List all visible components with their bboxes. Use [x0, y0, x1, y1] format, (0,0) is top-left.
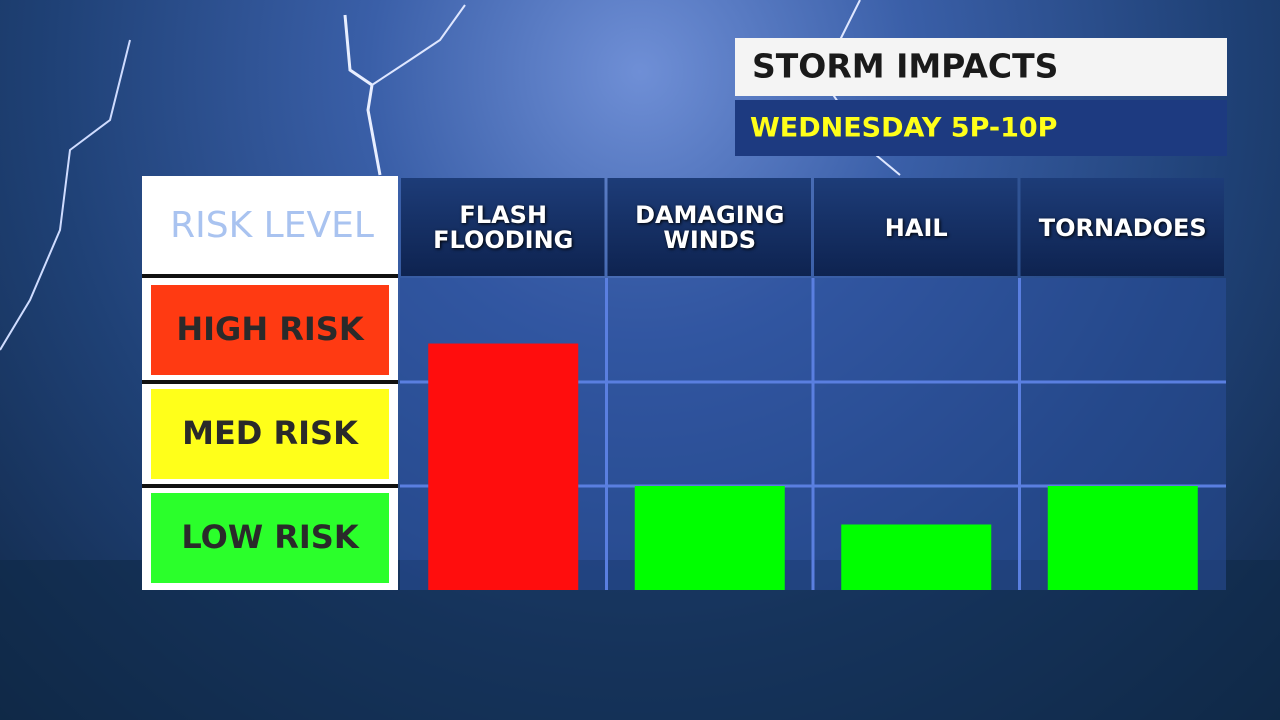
risk-level-box	[151, 285, 389, 375]
bar	[634, 486, 785, 590]
label-text: TORNADOES	[1038, 213, 1207, 242]
x-tick-label: FLASH FLOODING	[400, 180, 607, 276]
separator	[142, 274, 398, 278]
category-header	[607, 178, 811, 276]
y-tick-label: LOW RISK	[181, 518, 359, 556]
x-tick-label: DAMAGING WINDS	[607, 180, 814, 276]
category-header	[401, 178, 605, 276]
lightning	[0, 39, 131, 351]
lightning	[343, 14, 382, 176]
subtitle: WEDNESDAY 5P-10P	[750, 113, 1057, 144]
y-axis-label: RISK LEVEL	[170, 205, 374, 246]
y-tick-label: MED RISK	[182, 414, 359, 452]
label-text: HAIL	[884, 213, 948, 242]
subtitle-box	[735, 100, 1227, 156]
x-tick-label: TORNADOES	[1020, 180, 1227, 276]
lightning	[371, 4, 466, 86]
separator	[142, 484, 398, 488]
category-header	[814, 178, 1018, 276]
x-tick-label: HAIL	[813, 180, 1020, 276]
bar	[428, 343, 579, 590]
category-header	[1020, 178, 1224, 276]
risk-level-box	[151, 493, 389, 583]
title-box	[735, 38, 1227, 96]
bar	[1047, 486, 1198, 590]
y-tick-label: HIGH RISK	[176, 310, 364, 348]
separator	[142, 380, 398, 384]
risk-level-box	[151, 389, 389, 479]
bar	[841, 524, 992, 590]
label-text: DAMAGING WINDS	[635, 201, 785, 254]
label-text: FLASH FLOODING	[433, 201, 574, 254]
title: STORM IMPACTS	[752, 47, 1058, 86]
